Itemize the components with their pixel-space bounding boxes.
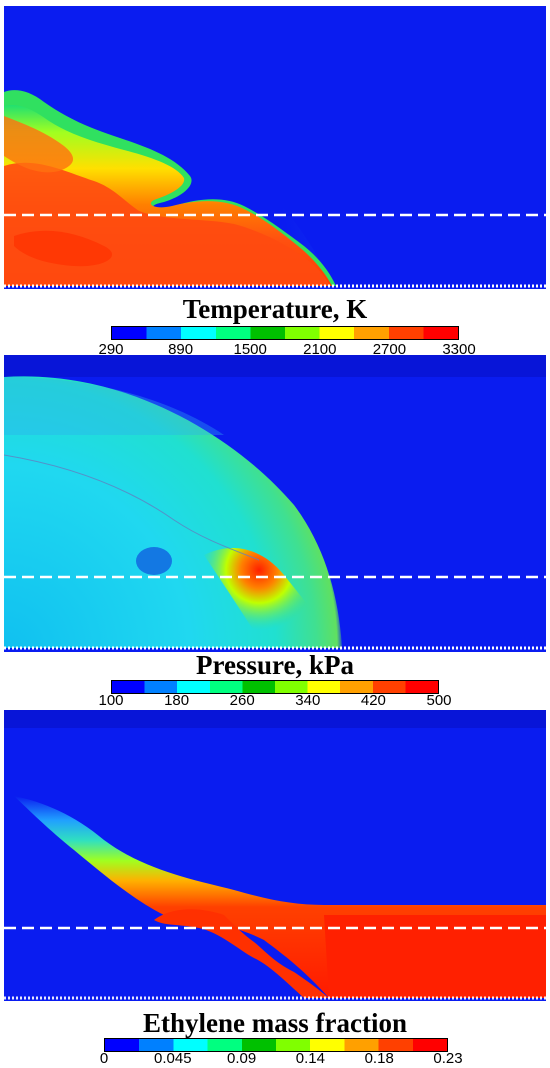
colorbar-tick-label: 180: [164, 692, 190, 709]
colorbar-tick-label: 890: [168, 341, 194, 358]
ethylene-colorbar-title: Ethylene mass fraction: [143, 1008, 407, 1038]
pressure-colorbar: [111, 680, 439, 694]
colorbar-tick-label: 3300: [442, 341, 476, 358]
colorbar-tick-label: 2100: [303, 341, 337, 358]
temperature-colorbar-title: Temperature, K: [182, 294, 368, 324]
colorbar-tick-label: 0.045: [154, 1050, 192, 1067]
colorbar-tick-label: 0: [99, 1050, 109, 1067]
colorbar-tick-label: 500: [426, 692, 452, 709]
colorbar-tick-label: 1500: [233, 341, 267, 358]
pressure-colorbar-title: Pressure, kPa: [196, 650, 354, 680]
temperature-field: [4, 6, 546, 289]
colorbar-tick-label: 420: [360, 692, 386, 709]
ethylene-contour-plot: [4, 710, 546, 1001]
pressure-contour-plot: [4, 355, 546, 652]
temperature-contour-plot: [4, 6, 546, 289]
pressure-field: [4, 355, 546, 652]
colorbar-tick-label: 100: [98, 692, 124, 709]
temperature-colorbar: [111, 326, 459, 340]
ethylene-field: [4, 710, 546, 1001]
colorbar-tick-label: 0.18: [364, 1050, 394, 1067]
colorbar-tick-label: 260: [229, 692, 255, 709]
ethylene-colorbar: [104, 1038, 448, 1052]
colorbar-tick-label: 0.23: [433, 1050, 463, 1067]
colorbar-tick-label: 290: [98, 341, 124, 358]
colorbar-tick-label: 2700: [372, 341, 407, 358]
colorbar-tick-label: 340: [295, 692, 321, 709]
colorbar-tick-label: 0.14: [295, 1050, 325, 1067]
colorbar-tick-label: 0.09: [226, 1050, 257, 1067]
